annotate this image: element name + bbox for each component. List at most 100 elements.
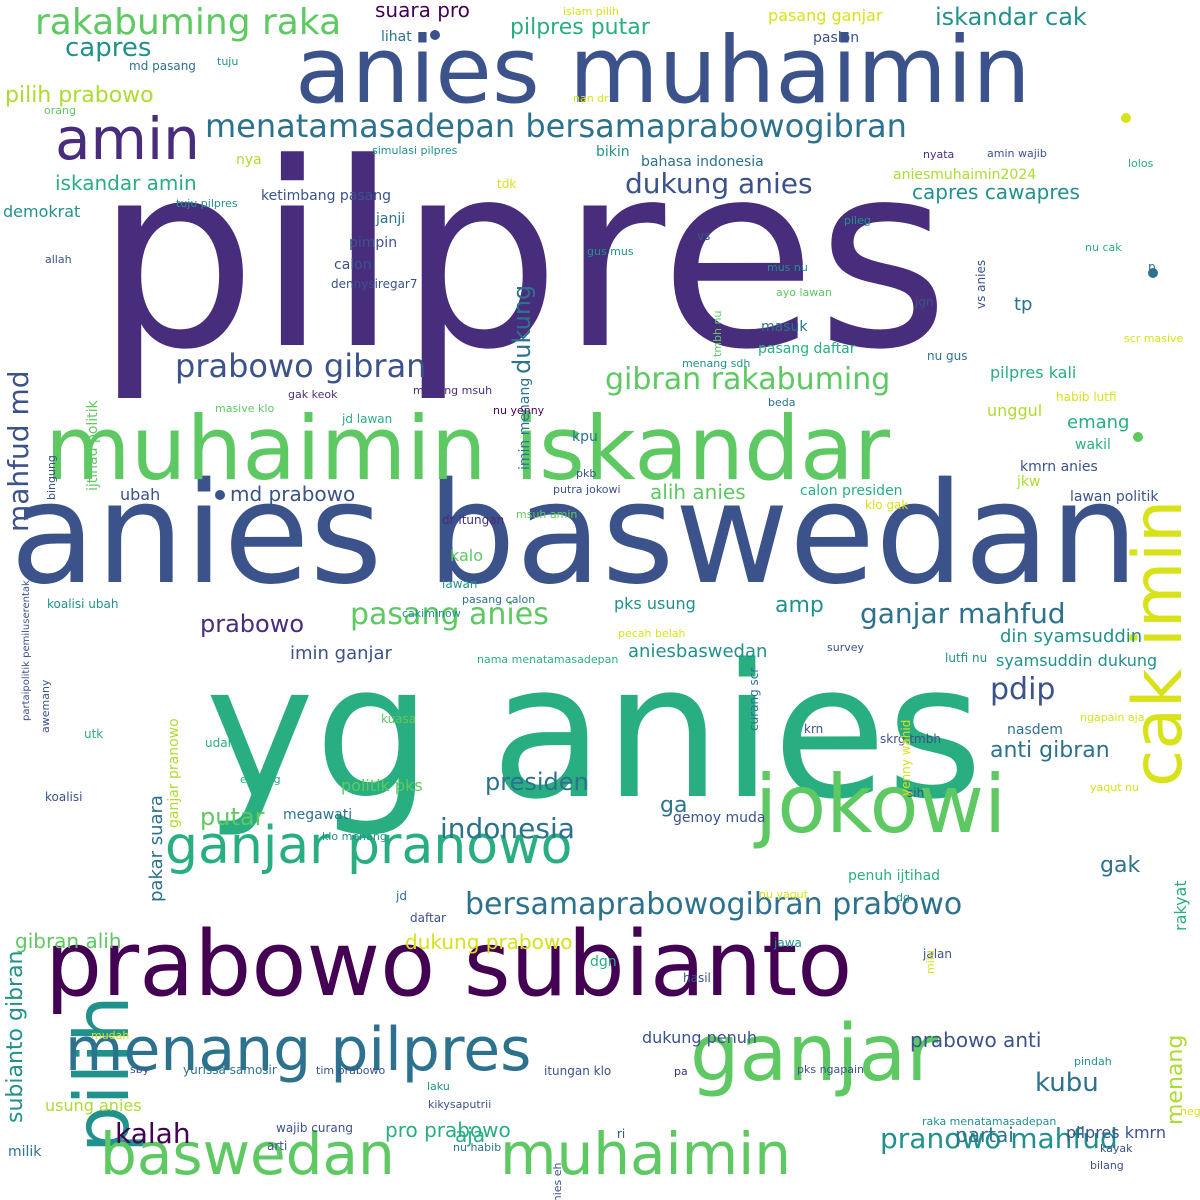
cloud-word: aja	[455, 1123, 486, 1147]
cloud-word: dr itungan	[442, 513, 505, 527]
cloud-word: tp	[1014, 294, 1033, 315]
cloud-word: kalah	[115, 1117, 191, 1150]
cloud-word: nu yenny	[493, 404, 545, 417]
cloud-word: penuh ijtihad	[848, 868, 941, 884]
cloud-word: ganjar pranowo	[166, 718, 182, 828]
cloud-word: tdk	[497, 177, 517, 191]
cloud-word: gemoy muda	[673, 810, 766, 826]
cloud-word: ri	[617, 1127, 626, 1141]
cloud-word: nan dr	[573, 92, 609, 105]
cloud-word: syamsuddin dukung	[996, 651, 1158, 670]
cloud-word: politik pks	[341, 776, 423, 795]
cloud-word: vs	[697, 229, 711, 243]
cloud-word: menang sdh	[682, 357, 751, 370]
cloud-word: daftar	[410, 911, 446, 925]
cloud-word: lihat	[381, 29, 412, 45]
cloud-word: utk	[84, 727, 104, 741]
cloud-word: pecah belah	[618, 627, 686, 640]
cloud-word: milik	[8, 1144, 42, 1160]
cloud-word: nama menatamasadepan	[477, 653, 619, 666]
cloud-word: negara	[1180, 1105, 1200, 1118]
cloud-word: capres	[65, 33, 152, 63]
cloud-word: habib lutfi	[1056, 390, 1117, 404]
cloud-word: kalo	[450, 546, 484, 565]
cloud-word: krn	[804, 722, 824, 736]
cloud-word: allah	[45, 253, 72, 266]
cloud-word: rakabuming raka	[35, 2, 342, 43]
cloud-word: bilang	[1090, 1159, 1124, 1172]
cloud-word: partaipolitik pemiluserentak	[21, 580, 32, 721]
cloud-word: bikin	[596, 144, 630, 160]
cloud-word: wajib curang	[276, 1121, 353, 1135]
cloud-word: gibran alih	[15, 929, 122, 953]
cloud-word: masuk	[761, 319, 808, 335]
cloud-word: ganjar mahfud	[860, 597, 1066, 630]
cloud-word: anti gibran	[990, 738, 1110, 763]
cloud-word: kuasa	[381, 712, 417, 726]
cloud-word: presiden	[485, 768, 589, 796]
cloud-word: prabowo gibran	[175, 347, 427, 385]
cloud-word: kmrn anies	[1020, 459, 1098, 475]
cloud-word: pakar suara	[146, 795, 167, 902]
cloud-word: kikysaputrii	[428, 1098, 492, 1111]
cloud-word: suara pro	[375, 0, 470, 22]
cloud-word: kubu	[1035, 1068, 1099, 1098]
cloud-word: jalan	[923, 947, 952, 961]
cloud-word: baswedan	[100, 1120, 395, 1188]
cloud-word: iskandar amin	[55, 171, 197, 195]
cloud-word: gibran rakabuming	[605, 362, 891, 397]
cloud-word: nyata	[923, 148, 955, 161]
cloud-word: laku	[427, 1080, 450, 1093]
cloud-word: pasang anies	[350, 597, 549, 632]
cloud-word: partai	[955, 1123, 1014, 1147]
cloud-word: pilpres kali	[990, 363, 1077, 382]
cloud-word: udah	[205, 736, 236, 750]
cloud-dot	[215, 490, 225, 500]
cloud-word: masive klo	[215, 402, 275, 415]
cloud-word: lawan politik	[1070, 489, 1159, 505]
cloud-word: yaqut nu	[1090, 781, 1139, 794]
cloud-word: milu	[924, 950, 937, 974]
cloud-word: tuju pilpres	[176, 197, 238, 210]
cloud-word: tim prabowo	[316, 1064, 386, 1077]
cloud-word: arti	[267, 1139, 288, 1153]
cloud-word: dukung anies	[625, 167, 813, 200]
cloud-word: mudah	[91, 1029, 130, 1042]
cloud-word: islam pilih	[563, 5, 619, 18]
cloud-word: pilpres putar	[510, 15, 650, 40]
cloud-word: dg	[896, 891, 910, 904]
cloud-word: awemany	[39, 679, 52, 733]
cloud-word: anies muhaimin	[295, 17, 1031, 124]
cloud-word: kayak	[1100, 1142, 1133, 1155]
cloud-word: dukung penuh	[642, 1028, 758, 1047]
cloud-word: simulasi pilpres	[372, 144, 458, 157]
cloud-word: pimpin	[349, 235, 398, 251]
cloud-word: nu habib	[453, 1141, 502, 1154]
cloud-word: pdip	[990, 672, 1056, 707]
cloud-dot	[430, 30, 440, 40]
cloud-word: jokowi	[755, 758, 1007, 851]
cloud-word: din syamsuddin	[1000, 626, 1143, 647]
cloud-word: klo menang	[322, 830, 387, 843]
cloud-word: prabowo anti	[910, 1028, 1042, 1052]
cloud-word: msuh amin	[516, 508, 578, 521]
cloud-word: nya	[236, 152, 262, 168]
cloud-word: amin wajib	[987, 147, 1047, 160]
cloud-word: ngapain aja	[1080, 711, 1145, 724]
cloud-word: tmbh nu	[711, 310, 724, 357]
cloud-word: bahasa indonesia	[641, 154, 764, 170]
cloud-word: janji	[376, 211, 406, 227]
cloud-word: lawan	[442, 577, 478, 591]
cloud-word: jawa	[774, 936, 802, 950]
cloud-word: beda	[768, 396, 796, 409]
cloud-word: pranowo mahfud	[880, 1122, 1118, 1155]
cloud-word: vs anies	[974, 259, 988, 309]
cloud-word: md pasang	[129, 59, 196, 73]
cloud-word: sby	[130, 1063, 150, 1076]
cloud-word: itungan klo	[544, 1064, 612, 1078]
cloud-word: pilpres kmrn	[1066, 1123, 1166, 1142]
cloud-word: bersamaprabowogibran prabowo	[465, 887, 963, 922]
cloud-word: anies eh	[551, 1162, 564, 1200]
cloud-word: putar	[200, 803, 265, 831]
